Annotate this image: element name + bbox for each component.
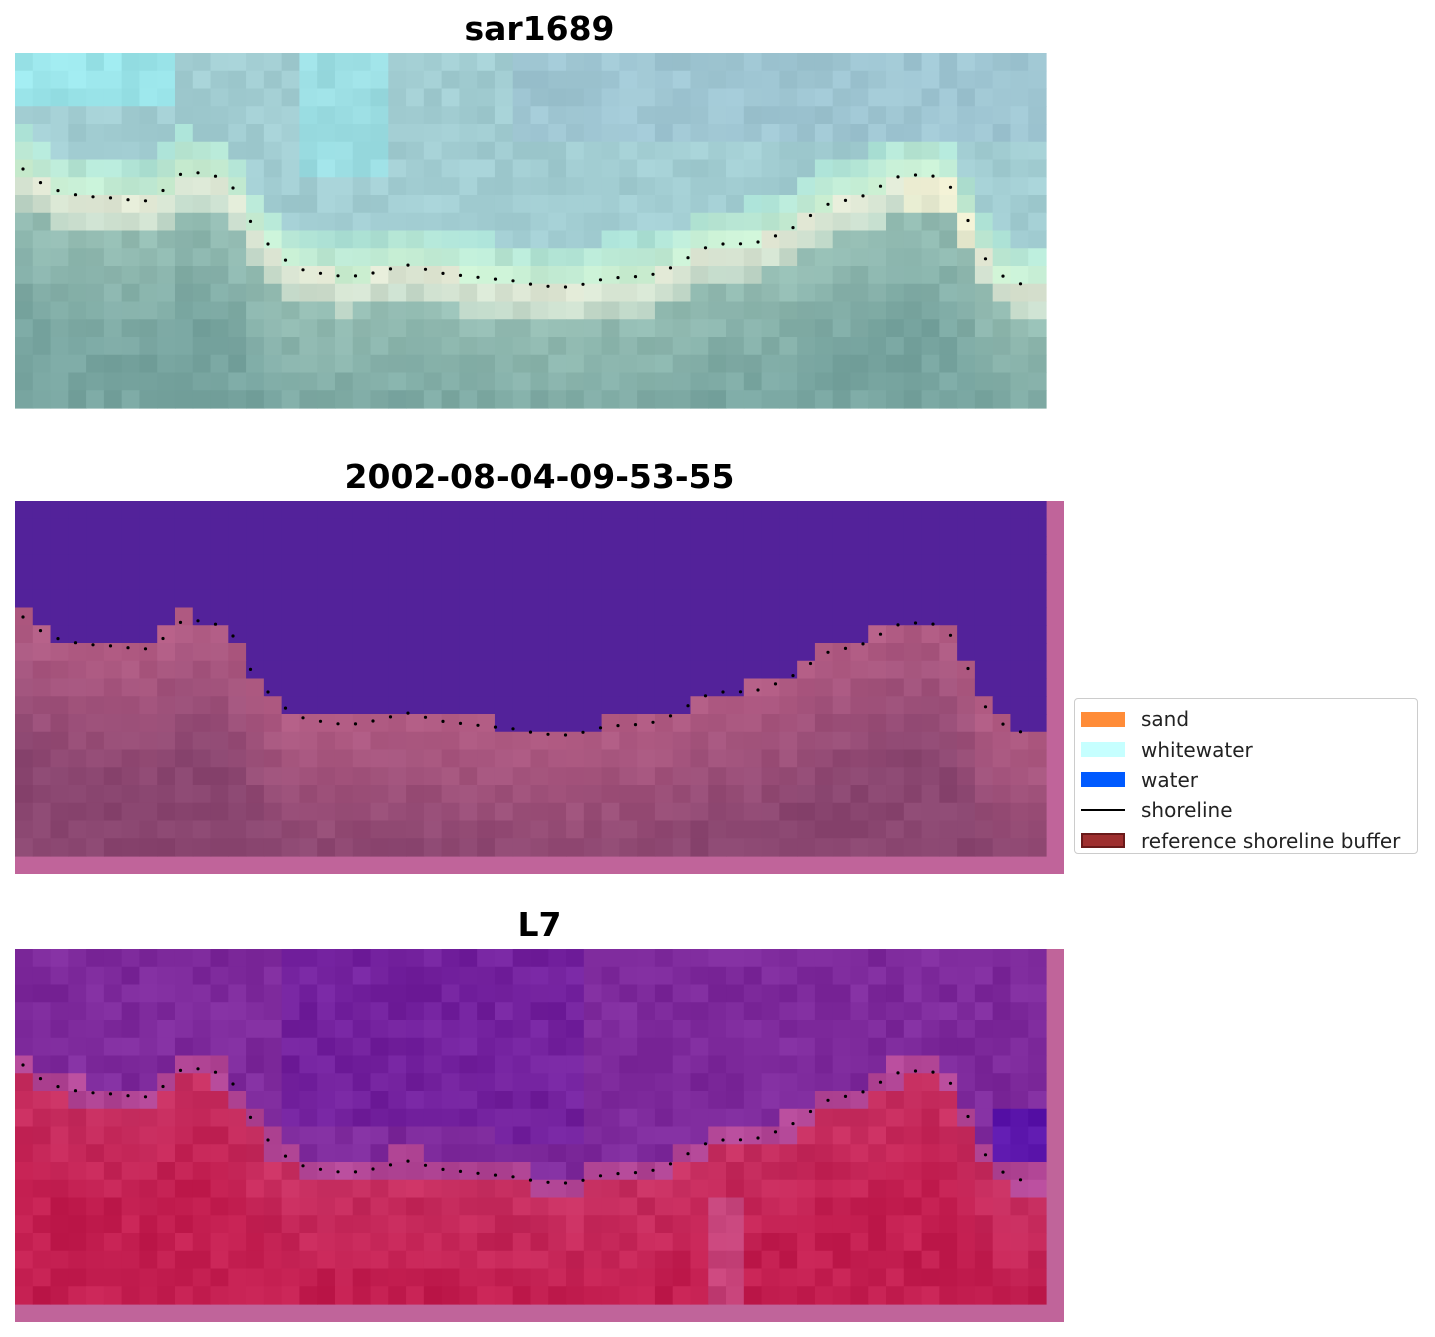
panel-title-rgb: sar1689 [464,9,615,48]
mndwi-image-panel [15,949,1064,1322]
image-pixels [15,501,1047,857]
reference-buffer-swatch [1081,833,1125,849]
water-swatch [1081,772,1125,788]
legend-item-water: water [1081,765,1411,795]
classified-image-panel [15,501,1064,874]
rgb-image-panel [15,53,1047,409]
shoreline-points [21,615,1023,737]
shoreline-points [21,167,1023,289]
legend-item-whitewater: whitewater [1081,734,1411,764]
legend-item-shoreline: shoreline [1081,795,1411,825]
legend-item-sand: sand [1081,704,1411,734]
legend-label: water [1141,767,1198,792]
legend-label: reference shoreline buffer [1141,828,1401,853]
panel-title-classified: 2002-08-04-09-53-55 [344,457,735,496]
sand-swatch [1081,711,1125,727]
whitewater-swatch [1081,742,1125,758]
image-pixels [15,949,1047,1305]
image-pixels [15,53,1047,409]
legend-label: shoreline [1141,798,1233,823]
shoreline-points [21,1063,1023,1185]
shoreline-swatch [1081,809,1125,812]
legend-label: sand [1141,707,1190,732]
legend-label: whitewater [1141,737,1253,762]
legend-item-reference-buffer: reference shoreline buffer [1081,826,1411,856]
legend: sand whitewater water shoreline referenc… [1074,698,1418,854]
panel-title-mndwi: L7 [517,905,562,944]
